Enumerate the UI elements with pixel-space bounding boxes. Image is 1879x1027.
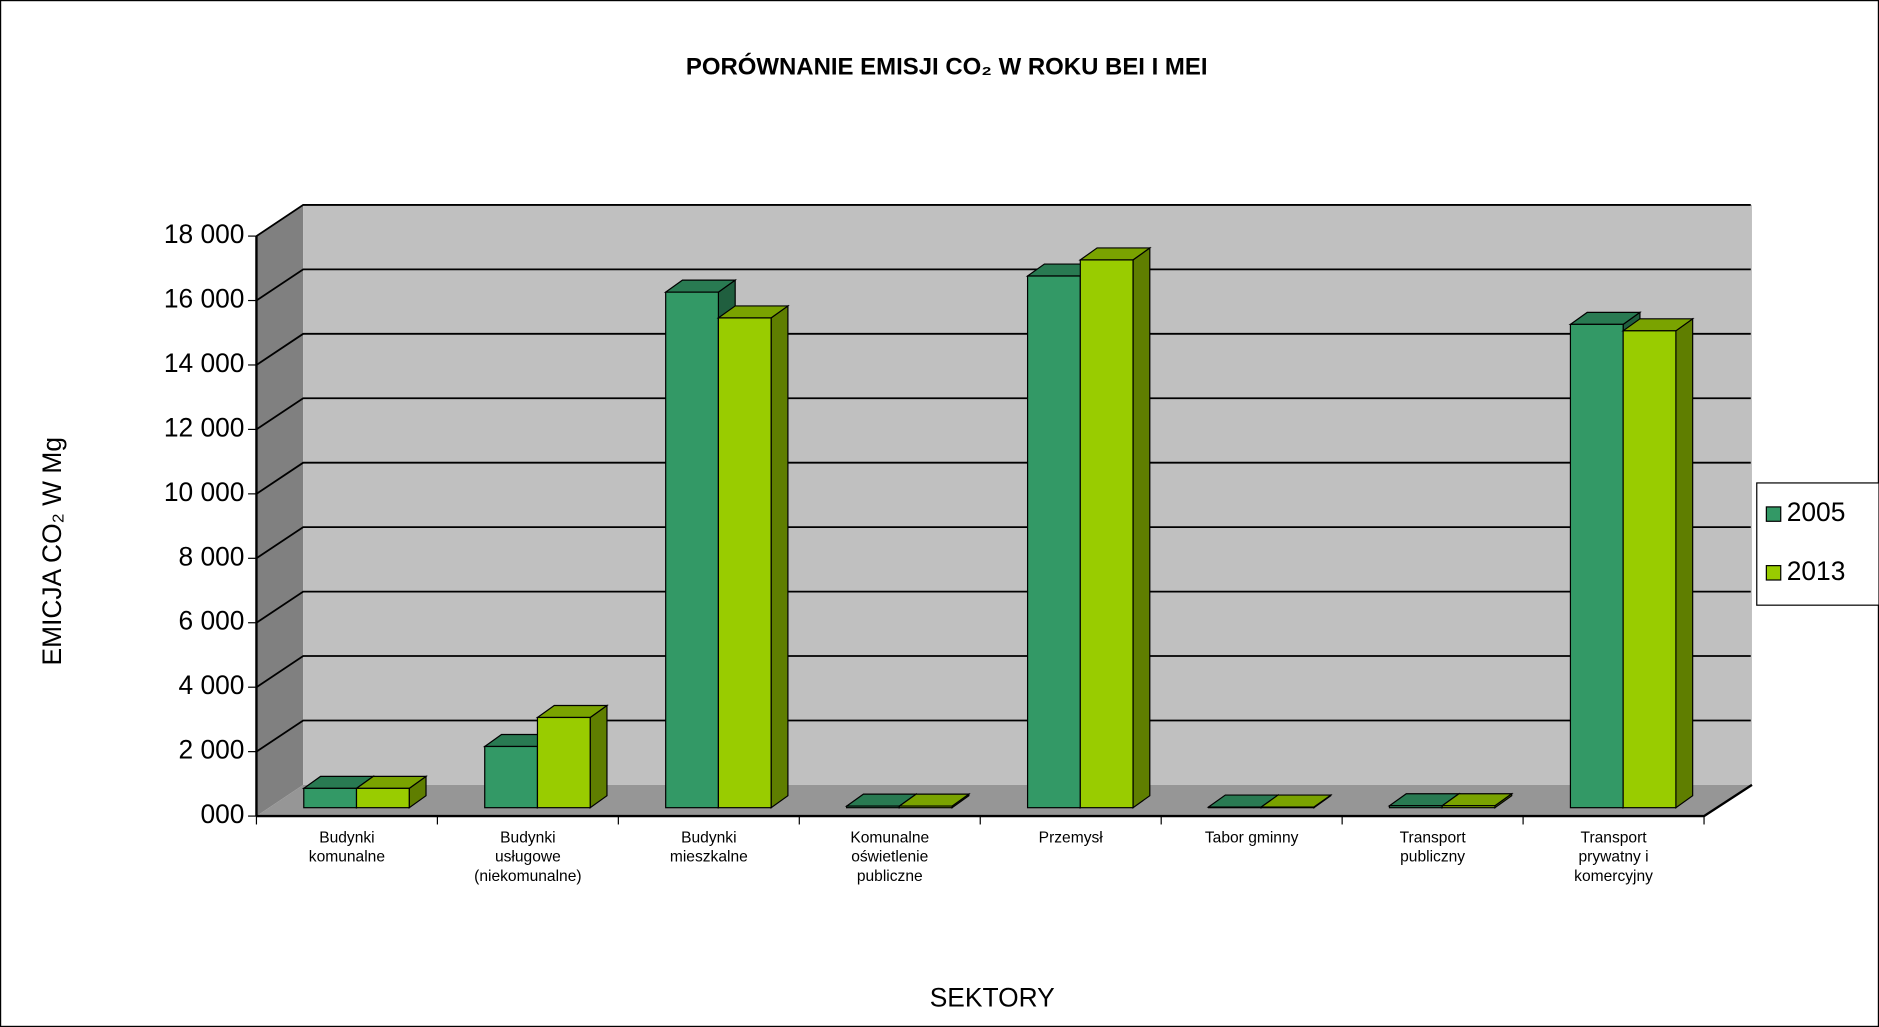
legend-swatch — [1765, 565, 1782, 581]
bar — [354, 775, 428, 809]
legend-label: 2013 — [1787, 556, 1846, 586]
bar-side — [589, 704, 608, 809]
grid-line — [255, 590, 1751, 624]
grid-line — [255, 268, 1751, 302]
y-tick-label: 8 000 — [178, 541, 244, 571]
chart-title: PORÓWNANIE EMISJI CO₂ W ROKU BEI I MEI — [686, 53, 1208, 81]
grid-line — [255, 655, 1751, 688]
bar — [716, 304, 790, 809]
bar-front — [303, 787, 358, 809]
x-tick-label: Budynki mieszkalne — [669, 828, 748, 866]
bar-side — [1132, 246, 1151, 809]
bar — [1078, 246, 1152, 809]
y-tick-label: 2 000 — [178, 735, 244, 765]
x-tick-label-box: Budynki usługowe (niekomunalne) — [474, 828, 582, 885]
bar-front — [1079, 259, 1134, 809]
bar-side — [1675, 317, 1694, 809]
x-tick-label-box: Komunalne oświetlenie publiczne — [850, 828, 930, 885]
bar — [1621, 317, 1695, 809]
bar-front — [1207, 806, 1262, 809]
bar-front — [1622, 330, 1677, 809]
floor — [256, 784, 1752, 817]
y-tick-label: 12 000 — [164, 412, 245, 442]
x-tick-label-box: Budynki mieszkalne — [669, 828, 748, 866]
x-tick-label-box: Budynki komunalne — [308, 828, 386, 866]
x-tick-label: Komunalne oświetlenie publiczne — [850, 828, 930, 885]
bar-front — [1026, 275, 1081, 809]
y-tick-label: 4 000 — [178, 670, 244, 700]
y-tick-label: 000 — [200, 799, 244, 829]
bar — [1259, 793, 1333, 809]
bar-front — [1569, 323, 1624, 809]
grid-line — [255, 332, 1751, 366]
bar-front — [898, 805, 953, 809]
y-tick-label: 6 000 — [178, 606, 244, 636]
bar-front — [1388, 805, 1443, 809]
bar — [897, 792, 971, 809]
legend — [1756, 482, 1879, 606]
grid-line — [255, 461, 1751, 495]
grid-line — [255, 719, 1751, 753]
x-tick-label: Budynki usługowe (niekomunalne) — [474, 828, 582, 885]
bar-front — [355, 787, 410, 809]
x-axis-title: SEKTORY — [930, 982, 1055, 1012]
grid-line — [255, 397, 1751, 431]
x-tick-label: Budynki komunalne — [308, 828, 386, 866]
bar-front — [484, 745, 539, 809]
legend-swatch — [1765, 506, 1782, 522]
y-tick-label: 18 000 — [164, 219, 245, 249]
y-tick-label: 16 000 — [164, 283, 245, 313]
bar — [535, 704, 609, 809]
y-tick-label: 10 000 — [164, 477, 245, 507]
x-tick-label: Transport prywatny i komercyjny — [1574, 828, 1653, 885]
bar — [1440, 792, 1514, 809]
bar-front — [536, 716, 591, 809]
bar-front — [846, 805, 900, 809]
grid-line — [255, 526, 1751, 560]
x-tick-label-box: Transport prywatny i komercyjny — [1574, 828, 1653, 885]
legend-label: 2005 — [1787, 497, 1846, 527]
bar-front — [717, 317, 772, 809]
y-axis-title: EMICJA CO₂ W Mg — [37, 437, 67, 665]
grid-line — [255, 204, 1751, 237]
x-tick-label-box: Tabor gminny — [1204, 828, 1299, 847]
bar-front — [1260, 806, 1315, 809]
bar-side — [770, 304, 789, 809]
bar-front — [1441, 805, 1496, 809]
x-tick-label: Tabor gminny — [1204, 828, 1299, 847]
bar-front — [665, 291, 720, 809]
x-tick-label-box: Transport publiczny — [1399, 828, 1466, 866]
y-tick-label: 14 000 — [164, 348, 245, 378]
x-tick-label: Transport publiczny — [1399, 828, 1466, 866]
x-tick-label: Przemysł — [1038, 828, 1103, 847]
x-tick-label-box: Przemysł — [1038, 828, 1103, 847]
